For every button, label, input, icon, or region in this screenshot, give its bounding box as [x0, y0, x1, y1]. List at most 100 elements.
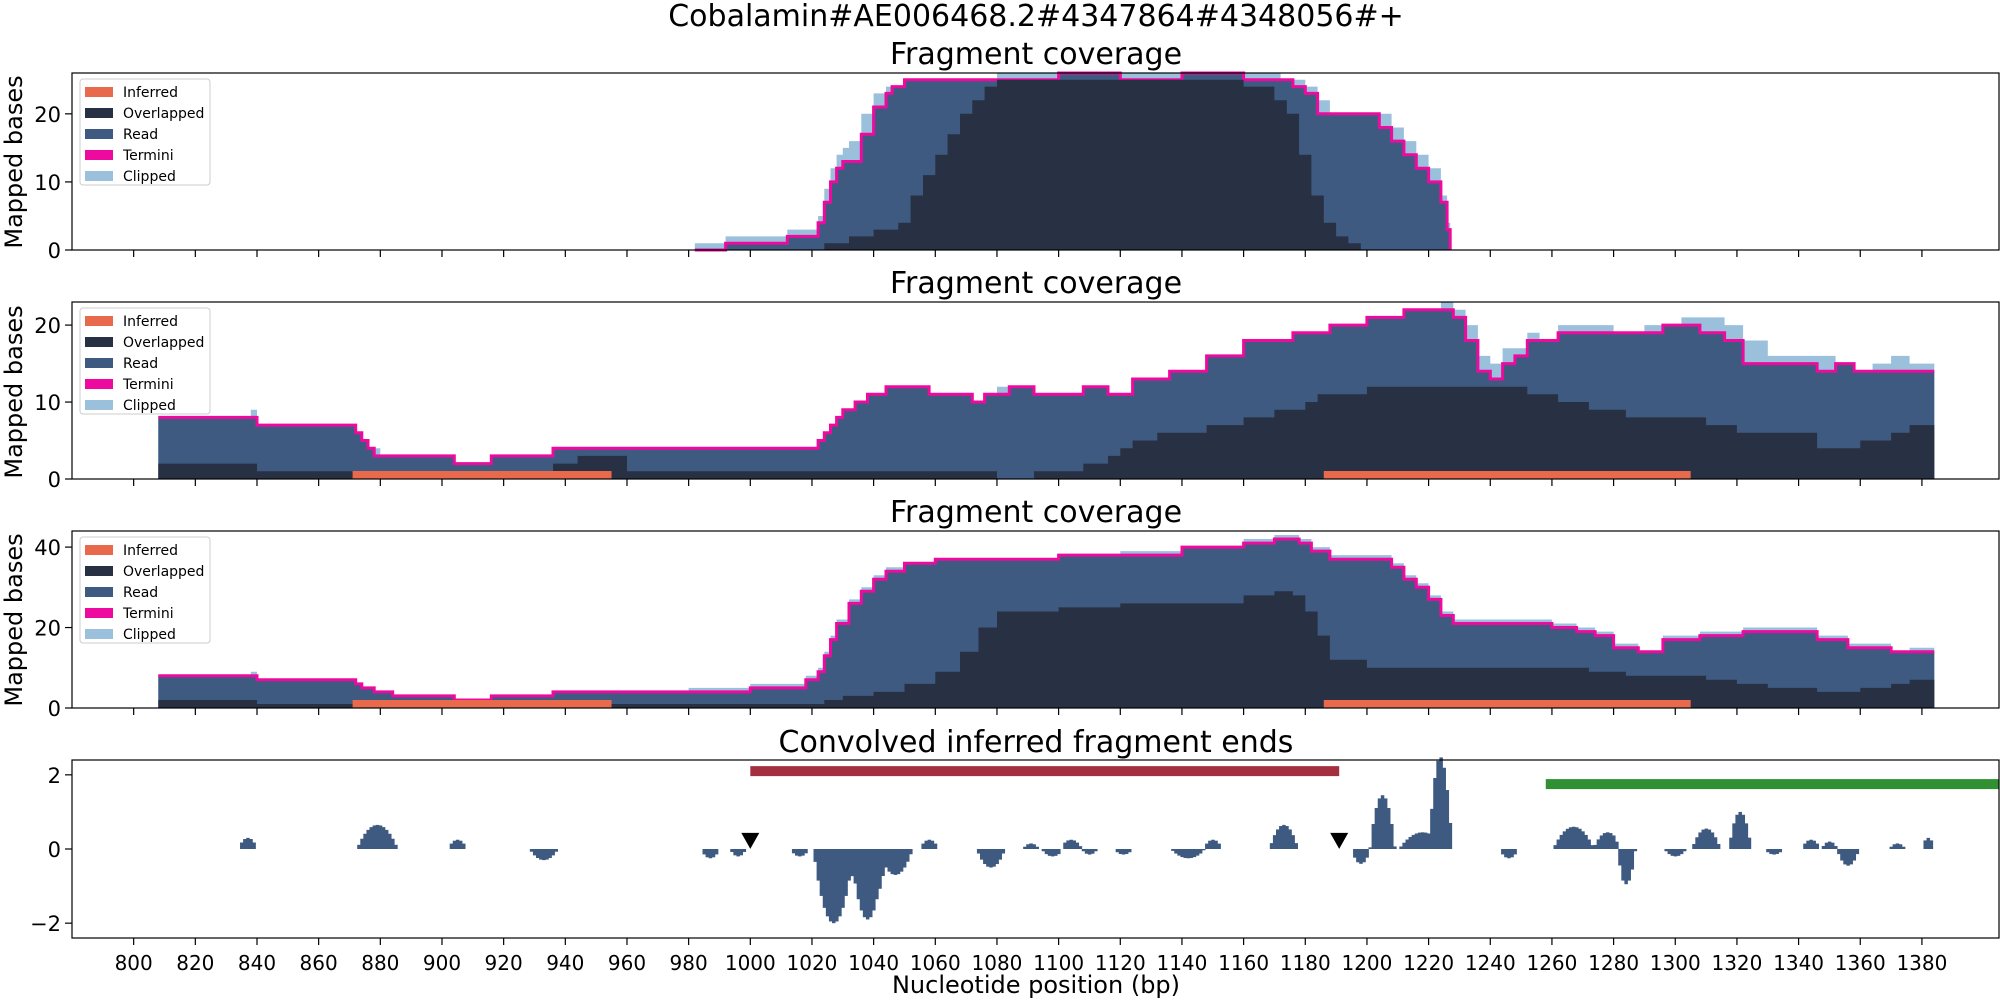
- end-density-bar: [536, 849, 540, 859]
- end-density-bar: [1738, 811, 1742, 849]
- end-density-bar: [1399, 846, 1403, 849]
- end-density-bar: [1627, 849, 1631, 881]
- legend-swatch-read: [85, 129, 113, 139]
- end-density-bar: [381, 827, 386, 849]
- end-density-bar: [1590, 845, 1594, 849]
- end-density-bar: [1710, 832, 1715, 849]
- panel-1: Fragment coverage Mapped bases Inferred O…: [0, 37, 2000, 263]
- end-density-bar: [458, 840, 463, 849]
- end-density-bar: [1849, 849, 1853, 865]
- end-density-bar: [1430, 808, 1434, 849]
- x-tick-label: 1040: [848, 951, 899, 975]
- panel-4-plot: [240, 757, 1999, 924]
- x-tick-label: 1000: [725, 951, 776, 975]
- end-density-bar: [532, 849, 537, 856]
- end-density-bar: [714, 849, 719, 855]
- end-density-bar: [1269, 843, 1274, 849]
- end-density-bar: [1830, 842, 1835, 849]
- end-density-bar: [1177, 849, 1181, 856]
- end-density-bar: [1365, 849, 1369, 858]
- end-density-bar: [819, 849, 824, 896]
- x-tick-label: 1320: [1711, 951, 1762, 975]
- x-tick-label: 880: [361, 951, 399, 975]
- y-tick-label: 40: [34, 536, 61, 560]
- end-density-bar: [791, 849, 796, 854]
- end-density-bar: [1618, 849, 1622, 866]
- end-density-bar: [1571, 826, 1576, 849]
- panel-1-yticks: 0 10 20: [34, 103, 72, 263]
- end-density-bar: [1214, 840, 1218, 849]
- end-density-bar: [1929, 840, 1934, 849]
- end-density-bar: [1115, 849, 1120, 853]
- x-tick-label: 1140: [1156, 951, 1207, 975]
- end-density-bar: [1032, 844, 1036, 849]
- end-density-bar: [702, 849, 706, 855]
- legend-swatch-overlapped: [85, 566, 113, 576]
- end-density-bar: [1809, 839, 1813, 849]
- end-density-bar: [1374, 808, 1379, 849]
- end-density-bar: [369, 827, 374, 849]
- end-density-bar: [847, 849, 851, 881]
- end-density-bar: [983, 849, 987, 865]
- inferred-bar: [352, 471, 612, 479]
- end-density-bar: [736, 849, 740, 857]
- x-tick-label: 1280: [1588, 951, 1639, 975]
- end-density-bar: [733, 849, 737, 856]
- end-density-bar: [1356, 849, 1360, 863]
- end-density-bar: [801, 849, 805, 856]
- legend-swatch-inferred: [85, 87, 113, 97]
- end-density-bar: [388, 833, 392, 849]
- end-density-bar: [1192, 849, 1197, 858]
- end-density-bar: [1359, 849, 1363, 864]
- end-density-bar: [360, 838, 364, 849]
- end-density-bar: [1599, 835, 1604, 849]
- x-tick-label: 1260: [1526, 951, 1577, 975]
- end-density-bar: [933, 843, 938, 849]
- inferred-bar: [352, 700, 612, 708]
- end-density-bar: [930, 840, 935, 849]
- series-overlapped: [158, 386, 1935, 479]
- end-density-bar: [1069, 839, 1073, 849]
- x-tick-label: 1200: [1341, 951, 1392, 975]
- end-density-bar: [1504, 849, 1508, 858]
- end-density-bar: [1824, 842, 1829, 849]
- end-density-bar: [856, 849, 861, 900]
- end-density-bar: [542, 849, 546, 861]
- panel-2-ylabel: Mapped bases: [0, 305, 28, 478]
- end-density-bar: [1189, 849, 1194, 858]
- end-density-bar: [924, 840, 928, 849]
- x-tick-label: 1180: [1280, 951, 1331, 975]
- end-density-bar: [1072, 840, 1076, 849]
- end-density-bar: [708, 849, 713, 859]
- green-bar: [1545, 779, 1999, 790]
- end-density-bar: [1593, 844, 1598, 849]
- end-density-bar: [841, 849, 845, 908]
- legend-swatch-termini: [85, 379, 113, 389]
- x-axis-label: Nucleotide position (bp): [892, 971, 1180, 999]
- end-density-bar: [825, 849, 830, 917]
- end-density-bar: [1121, 849, 1126, 855]
- y-tick-label: 20: [34, 617, 61, 641]
- panel-2-title: Fragment coverage: [890, 266, 1182, 301]
- end-density-bar: [1405, 839, 1409, 849]
- end-density-bar: [986, 849, 990, 867]
- y-tick-label: 0: [48, 468, 61, 492]
- end-density-bar: [449, 843, 454, 849]
- end-density-bar: [1353, 849, 1357, 858]
- end-density-bar: [887, 849, 891, 872]
- legend-swatch-inferred: [85, 316, 113, 326]
- end-density-bar: [1892, 844, 1897, 849]
- end-density-bar: [1624, 849, 1628, 885]
- end-density-bar: [1087, 849, 1092, 855]
- end-density-bar: [1587, 839, 1591, 849]
- end-density-bar: [881, 849, 885, 877]
- end-density-bar: [1427, 833, 1431, 849]
- end-density-bar: [1417, 832, 1422, 849]
- end-density-bar: [1923, 840, 1927, 849]
- end-density-bar: [1676, 849, 1681, 856]
- end-density-bar: [252, 842, 256, 849]
- end-density-bar: [1174, 849, 1178, 854]
- end-density-bar: [1501, 849, 1505, 855]
- end-density-bar: [739, 849, 743, 856]
